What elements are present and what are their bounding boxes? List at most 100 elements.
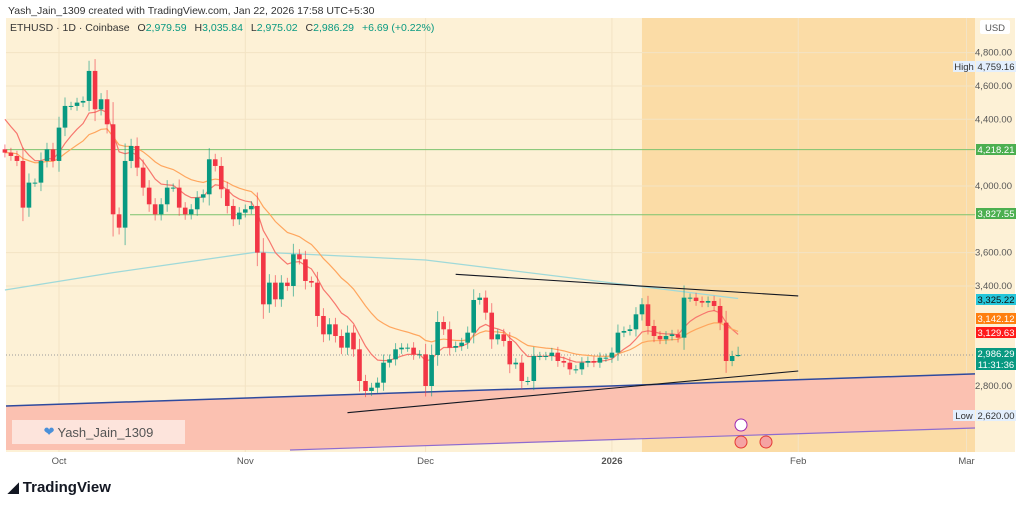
candle-body	[603, 357, 609, 359]
candle-body	[567, 362, 573, 370]
x-tick-label: Mar	[958, 456, 974, 467]
candle-body	[224, 189, 230, 206]
candle-body	[267, 282, 272, 305]
candle-body	[333, 324, 338, 336]
candle-body	[621, 330, 627, 333]
price-axis-bg	[975, 18, 1015, 452]
candle-body	[501, 334, 507, 341]
candle-body	[405, 347, 410, 349]
y-tick-label: 4,000.00	[975, 181, 1012, 192]
ema-slow-line	[4, 128, 739, 357]
candle-body	[285, 282, 290, 286]
candle-body	[735, 354, 741, 357]
x-tick-label: Feb	[790, 456, 806, 467]
us-flag-event-icon[interactable]	[759, 435, 773, 449]
candle-body	[321, 315, 326, 335]
candle-body	[249, 205, 254, 210]
price-tag: 3,142.12	[978, 314, 1015, 325]
price-tag-bg	[976, 144, 1016, 155]
price-tag-bg	[976, 294, 1016, 305]
candle-body	[14, 155, 20, 161]
lightning-event-icon[interactable]	[734, 418, 748, 432]
candle-body	[303, 259, 308, 281]
candle-body	[92, 70, 98, 110]
candle-body	[555, 352, 561, 361]
candle-body	[423, 354, 428, 386]
candle-body	[56, 127, 62, 161]
candle-body	[164, 187, 170, 205]
y-tick-label: 3,600.00	[975, 248, 1012, 259]
candle-body	[699, 300, 705, 303]
candle-body	[615, 332, 621, 353]
candle-body	[351, 332, 356, 350]
candle-body	[2, 149, 8, 153]
y-tick-label: 3,400.00	[975, 281, 1012, 292]
triangle-trendline	[347, 370, 799, 414]
price-tag-bg	[976, 348, 1016, 370]
price-tag: 3,129.63	[978, 328, 1015, 339]
candle-body	[279, 282, 284, 300]
candle-body	[675, 334, 681, 338]
candle-body	[441, 321, 446, 330]
candle-body	[495, 334, 501, 340]
candle-body	[86, 70, 92, 101]
candle-body	[375, 382, 380, 388]
candle-body	[369, 387, 374, 392]
candle-body	[152, 204, 158, 215]
candle-body	[519, 362, 525, 381]
candle-body	[465, 332, 470, 343]
logo-text: TradingView	[22, 479, 111, 496]
support-line	[5, 373, 976, 407]
candle-body	[657, 335, 663, 340]
candle-body	[80, 100, 86, 103]
x-tick-label: Nov	[237, 456, 254, 467]
candle-body	[729, 355, 735, 361]
candle-body	[8, 152, 14, 156]
price-tag-bg	[976, 208, 1016, 219]
heart-icon: ❤	[43, 424, 55, 439]
candle-body	[429, 354, 434, 386]
candle-body	[693, 297, 699, 301]
triangle-trendline	[455, 273, 799, 297]
candle-body	[26, 182, 32, 208]
candle-body	[357, 349, 362, 381]
candle-body	[345, 332, 350, 348]
candle-body	[705, 300, 711, 303]
price-tag-label-bg	[953, 61, 975, 72]
candle-body	[651, 325, 657, 336]
y-tick-label: 4,800.00	[975, 48, 1012, 59]
us-flag-event-icon[interactable]	[734, 435, 748, 449]
high-label: H	[194, 22, 203, 34]
change-value: +6.69 (+0.22%)	[361, 22, 435, 34]
candle-body	[122, 160, 128, 228]
ema-fast-line	[4, 109, 739, 363]
candle-body	[381, 362, 386, 383]
price-tag: 2,986.29	[978, 349, 1015, 360]
candle-body	[579, 362, 585, 370]
candle-body	[681, 297, 687, 338]
candle-body	[146, 187, 152, 205]
candle-body	[435, 321, 440, 355]
candle-body	[399, 347, 404, 350]
candle-body	[387, 359, 392, 363]
candle-body	[158, 204, 164, 215]
candle-body	[200, 194, 206, 198]
price-tag: 4,759.16	[978, 62, 1015, 73]
candle-body	[176, 187, 182, 208]
candle-body	[134, 145, 140, 168]
price-tag-label-bg	[953, 410, 975, 421]
tradingview-logo[interactable]: ◢ TradingView	[8, 479, 111, 496]
currency-label: USD	[985, 23, 1005, 34]
symbol-label[interactable]: ETHUSD · 1D · Coinbase	[10, 22, 130, 34]
candle-body	[525, 380, 531, 382]
price-tag: 3,325.22	[978, 295, 1015, 306]
candle-body	[32, 182, 38, 184]
candle-body	[212, 159, 218, 166]
candle-body	[339, 335, 344, 348]
candle-body	[489, 312, 495, 340]
candle-body	[104, 99, 110, 125]
candle-body	[645, 304, 651, 326]
price-tag-bg	[976, 61, 1016, 72]
chart-credit: Yash_Jain_1309 created with TradingView.…	[8, 5, 375, 17]
